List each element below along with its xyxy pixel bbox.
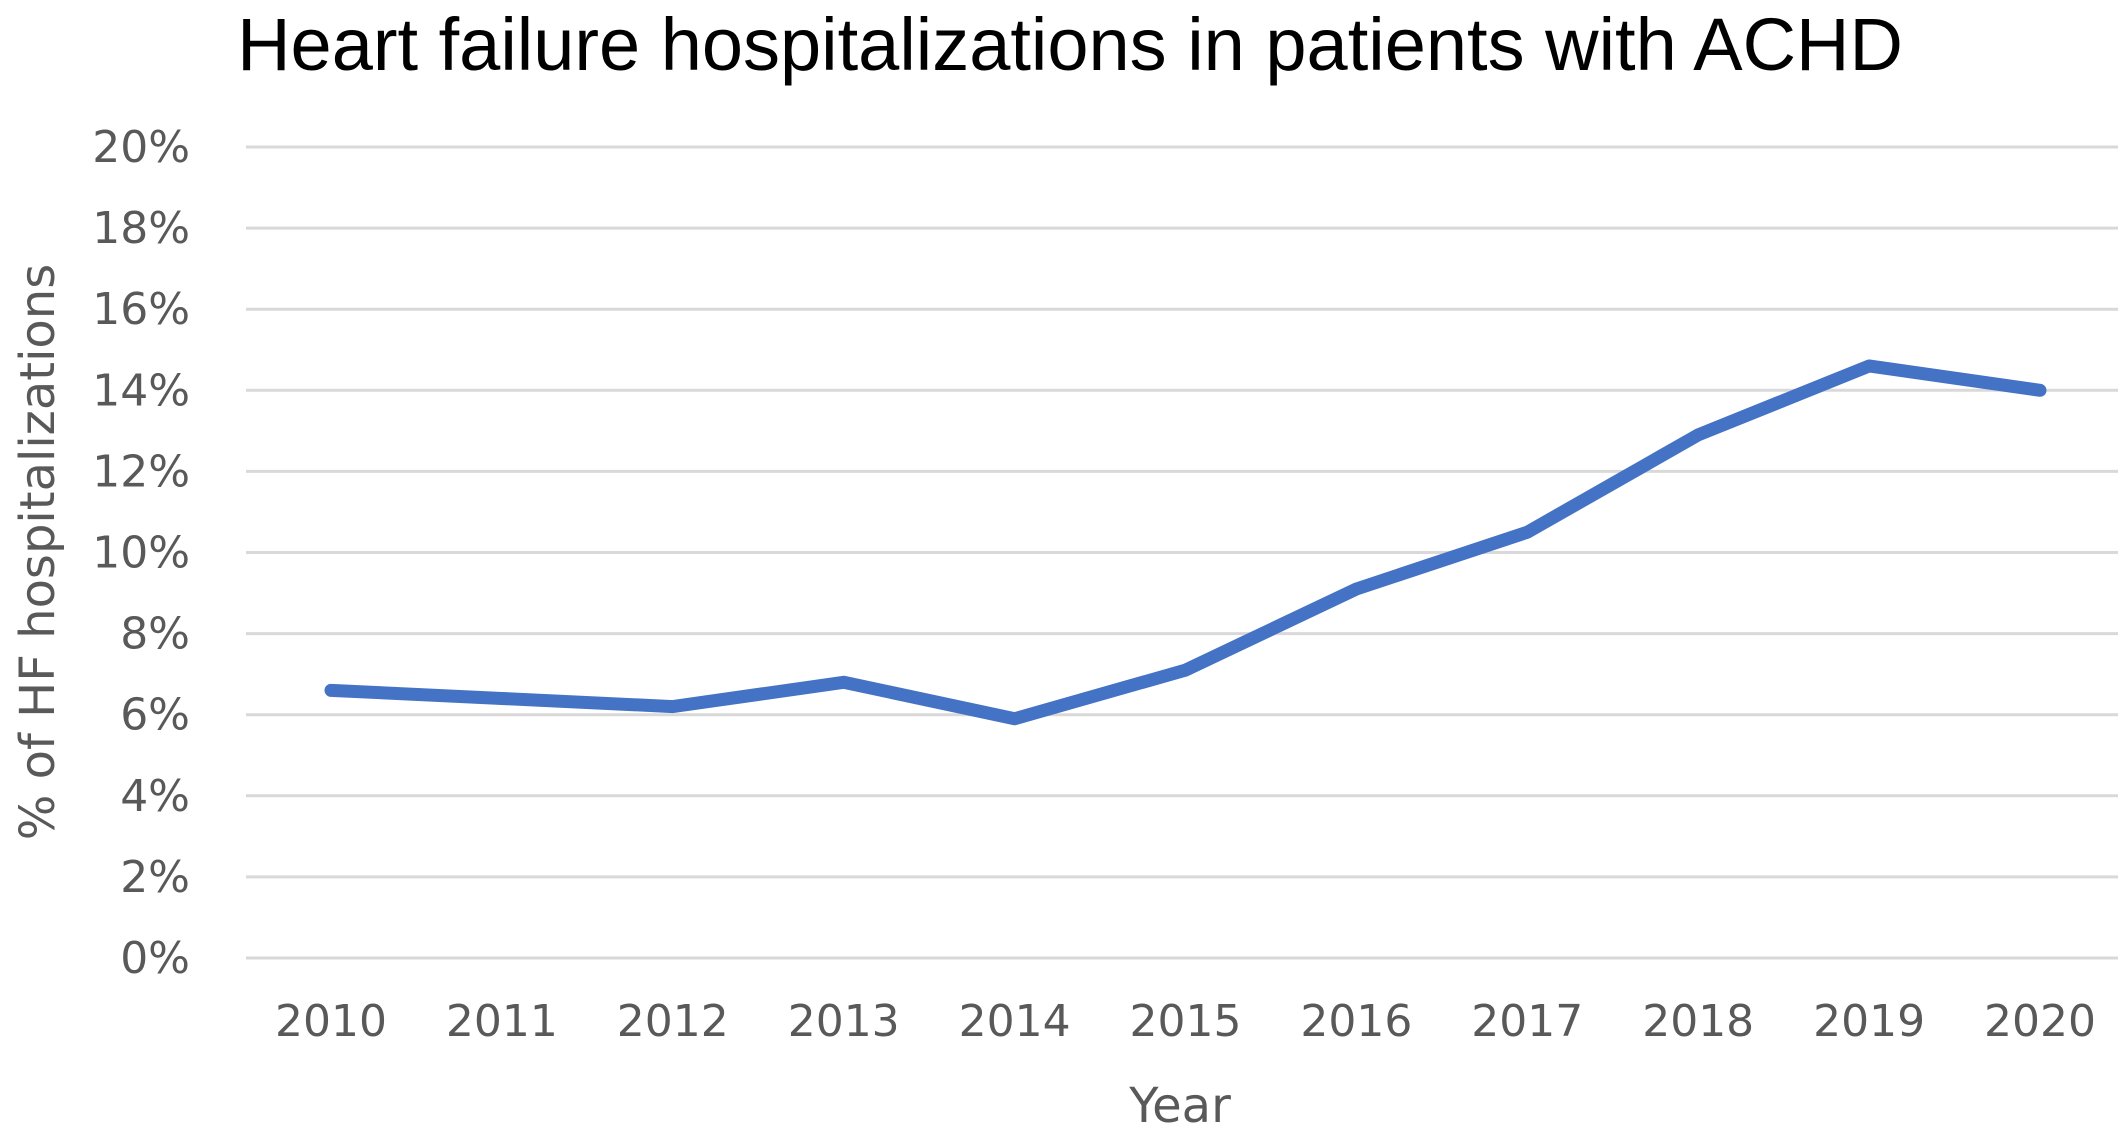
x-tick-label: 2018 [1642,996,1754,1047]
x-tick-label: 2013 [788,996,900,1047]
data-series [324,359,2047,726]
data-point [666,700,679,713]
x-axis-title: Year [1128,1078,1231,1134]
y-tick-label: 10% [92,528,190,579]
x-tick-label: 2014 [959,996,1071,1047]
x-tick-label: 2015 [1130,996,1242,1047]
y-tick-label: 4% [120,771,190,822]
y-tick-label: 14% [92,365,190,416]
data-point [1350,582,1363,595]
x-tick-label: 2016 [1300,996,1412,1047]
chart-title: Heart failure hospitalizations in patien… [237,3,1903,86]
y-tick-labels: 0% 2% 4% 6% 8% 10% 12% 14% 16% 18% 20% [92,122,190,984]
x-tick-label: 2012 [617,996,729,1047]
data-point [1521,526,1534,539]
y-tick-label: 6% [120,690,190,741]
y-axis-title: % of HF hospitalizations [10,264,66,840]
y-tick-label: 12% [92,446,190,497]
x-tick-label: 2019 [1813,996,1925,1047]
y-tick-label: 2% [120,852,190,903]
data-point [325,684,337,697]
x-tick-label: 2020 [1984,996,2096,1047]
y-tick-label: 16% [92,284,190,335]
data-point [837,676,850,689]
x-tick-labels: 2010 2011 2012 2013 2014 2015 2016 2017 2018 2019… [275,996,2096,1047]
x-tick-label: 2011 [446,996,558,1047]
gridlines [246,145,2118,960]
y-tick-label: 0% [120,933,190,984]
data-point [1863,359,1876,372]
y-tick-label: 8% [120,609,190,660]
data-point [2034,384,2046,397]
data-point [1692,428,1705,441]
y-tick-label: 18% [92,203,190,254]
y-tick-label: 20% [92,122,190,173]
x-tick-label: 2010 [275,996,387,1047]
x-tick-label: 2017 [1471,996,1583,1047]
data-point [1008,712,1021,725]
data-point [1179,664,1192,677]
data-point [495,692,508,705]
